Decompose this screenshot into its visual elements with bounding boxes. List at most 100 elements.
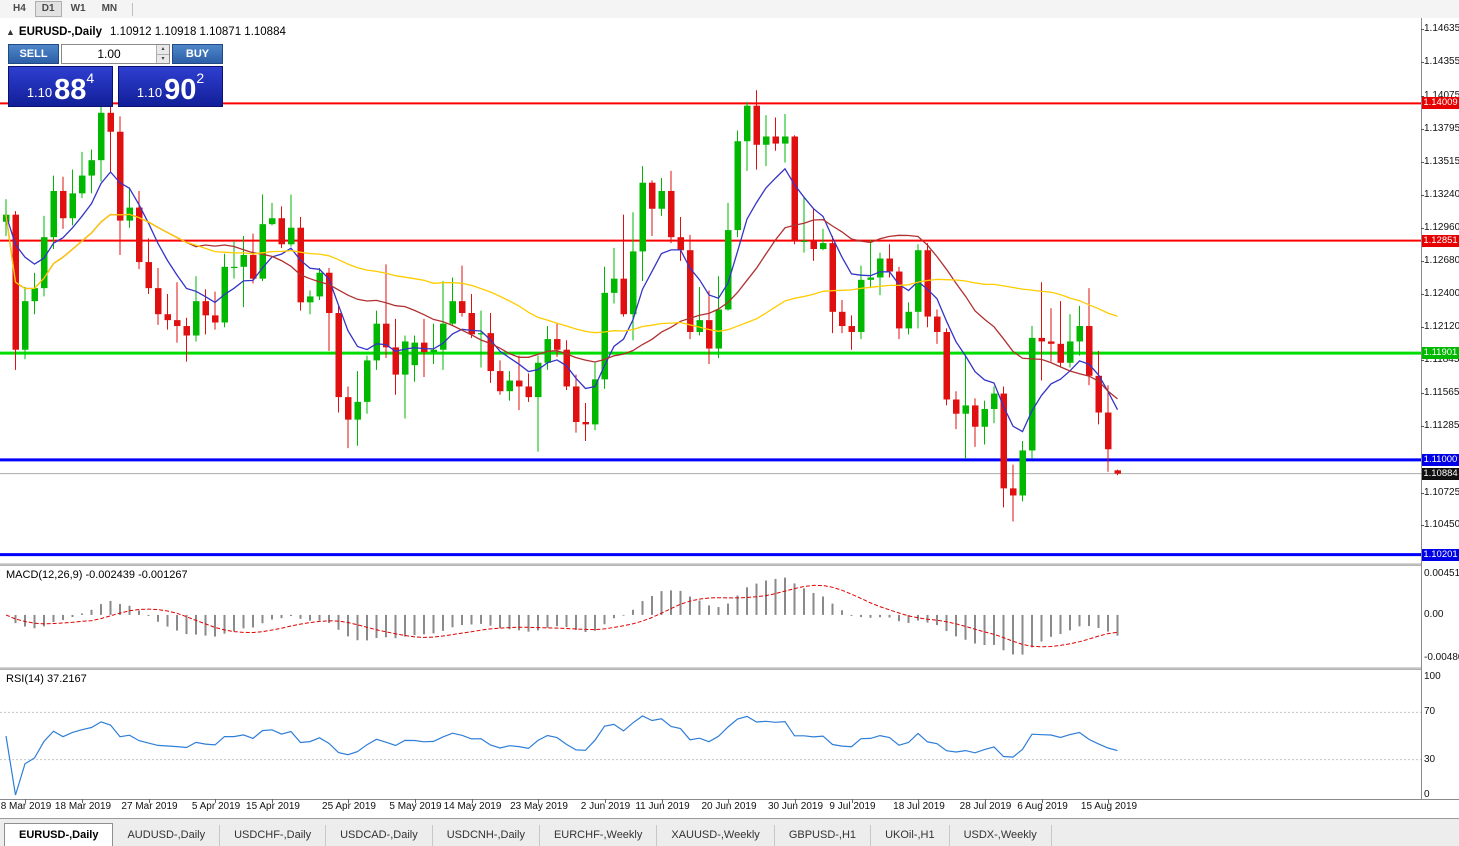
- candle-body: [639, 182, 646, 252]
- candle-body: [905, 311, 912, 329]
- volume-input[interactable]: 1.00 ▴ ▾: [61, 44, 170, 64]
- tab-eurchf-weekly[interactable]: EURCHF-,Weekly: [540, 825, 658, 846]
- buy-button[interactable]: BUY: [172, 44, 223, 64]
- timeframe-button-h4[interactable]: H4: [13, 3, 26, 14]
- price-axis-tickmark: [1421, 327, 1424, 329]
- date-axis-tickmark: [794, 799, 796, 803]
- date-axis-label: 8 Mar 2019: [0, 801, 52, 812]
- candle-body: [791, 136, 798, 241]
- tab-usdcad-daily[interactable]: USDCAD-,Daily: [326, 825, 433, 846]
- candle-body: [411, 342, 418, 366]
- date-axis-tickmark: [25, 799, 26, 803]
- tab-usdx-weekly[interactable]: USDX-,Weekly: [950, 825, 1052, 846]
- candle-body: [354, 401, 361, 420]
- timeframe-button-mn[interactable]: MN: [101, 3, 118, 14]
- macd-indicator-panel[interactable]: [0, 566, 1421, 667]
- candle-body: [563, 349, 570, 387]
- price-axis-tickmark: [1421, 492, 1424, 494]
- price-axis-tick: 1.13240: [1424, 188, 1459, 200]
- candle-body: [497, 371, 504, 392]
- chart-area: ▲ EURUSD-,Daily 1.10912 1.10918 1.10871 1.…: [0, 18, 1459, 835]
- sell-price-button[interactable]: 1.10 88 4: [8, 66, 113, 107]
- collapse-arrow-icon[interactable]: ▲: [6, 27, 15, 37]
- date-axis-label: 11 Jun 2019: [635, 801, 690, 812]
- tab-eurusd-daily[interactable]: EURUSD-,Daily: [4, 823, 114, 846]
- candle-body: [573, 386, 580, 423]
- candle-body: [459, 301, 466, 314]
- main-price-chart[interactable]: [0, 18, 1421, 563]
- tab-audusd-daily[interactable]: AUDUSD-,Daily: [113, 825, 221, 846]
- tab-usdchf-daily[interactable]: USDCHF-,Daily: [220, 825, 327, 846]
- price-axis-tick: 1.13795: [1424, 122, 1459, 134]
- timeframe-button-w1[interactable]: W1: [70, 3, 86, 14]
- candle-body: [839, 311, 846, 327]
- tab-xauusd-weekly[interactable]: XAUUSD-,Weekly: [657, 825, 775, 846]
- candle-body: [934, 316, 941, 332]
- date-axis-label: 25 Apr 2019: [322, 801, 376, 812]
- toolbar-separator: [132, 2, 134, 16]
- price-axis-tick: 1.11845: [1424, 353, 1459, 365]
- date-axis-label: 15 Apr 2019: [246, 801, 300, 812]
- sell-button[interactable]: SELL: [8, 44, 59, 64]
- date-axis-tickmark: [1108, 799, 1109, 803]
- candle-body: [592, 379, 599, 425]
- price-axis-tickmark: [1421, 359, 1424, 361]
- candle-body: [763, 136, 770, 145]
- symbol-name: EURUSD-,Daily: [18, 26, 102, 38]
- date-axis-tickmark: [215, 799, 216, 803]
- date-axis-tickmark: [414, 799, 416, 803]
- timeframe-toolbar: H4 D1 W1 MN: [0, 0, 1459, 19]
- candle-body: [392, 347, 399, 375]
- candle-body: [440, 323, 447, 350]
- price-axis-tickmark: [1421, 29, 1424, 31]
- price-axis-tickmark: [1421, 62, 1424, 64]
- tab-ukoil-h1[interactable]: UKOil-,H1: [871, 825, 950, 846]
- date-axis-tickmark: [1041, 799, 1043, 803]
- date-axis-label: 5 Apr 2019: [191, 801, 241, 812]
- candle-body: [943, 331, 950, 400]
- rsi-indicator-panel[interactable]: [0, 670, 1421, 799]
- price-axis-tick: 1.14075: [1424, 89, 1459, 101]
- buy-price-button[interactable]: 1.10 90 2: [118, 66, 223, 107]
- one-click-trading-panel: SELL 1.00 ▴ ▾ BUY 1.10 88 4 1.10: [8, 44, 223, 107]
- date-axis-tickmark: [82, 799, 83, 803]
- candle-body: [582, 422, 589, 425]
- tab-gbpusd-h1[interactable]: GBPUSD-,H1: [775, 825, 872, 846]
- candle-body: [630, 251, 637, 315]
- macd-axis-tick: 0.004517: [1424, 567, 1459, 579]
- candle-body: [402, 341, 409, 375]
- timeframe-button-d1[interactable]: D1: [34, 1, 62, 17]
- volume-up-button[interactable]: ▴: [157, 45, 169, 54]
- candle-body: [88, 160, 95, 176]
- candle-body: [345, 397, 352, 420]
- price-axis[interactable]: [1422, 18, 1459, 799]
- candle-body: [772, 136, 779, 144]
- date-axis-tickmark: [728, 799, 729, 803]
- price-axis-tickmark: [1421, 294, 1424, 296]
- candle-body: [98, 112, 105, 161]
- candle-body: [136, 207, 143, 263]
- candle-body: [801, 240, 808, 242]
- candle-body: [373, 323, 380, 361]
- moving-average-line: [5, 167, 1119, 433]
- candle-body: [991, 393, 998, 409]
- tab-usdcnh-daily[interactable]: USDCNH-,Daily: [433, 825, 540, 846]
- price-axis-tickmark: [1421, 426, 1424, 428]
- candle-body: [117, 131, 124, 221]
- volume-down-button[interactable]: ▾: [157, 53, 169, 63]
- price-axis-tickmark: [1421, 227, 1424, 229]
- panel-separator[interactable]: [0, 667, 1459, 670]
- candle-body: [981, 408, 988, 427]
- date-axis-tickmark: [604, 799, 606, 803]
- price-axis-tick: 1.10725: [1424, 486, 1459, 498]
- date-axis-tickmark: [984, 799, 986, 803]
- panel-separator[interactable]: [0, 563, 1459, 566]
- candle-body: [202, 301, 209, 316]
- date-axis-tickmark: [918, 799, 919, 803]
- candle-body: [810, 240, 817, 250]
- candle-body: [269, 218, 276, 225]
- volume-value: 1.00: [97, 47, 121, 61]
- candle-body: [696, 320, 703, 332]
- candle-body: [1019, 450, 1026, 496]
- candle-body: [316, 272, 323, 297]
